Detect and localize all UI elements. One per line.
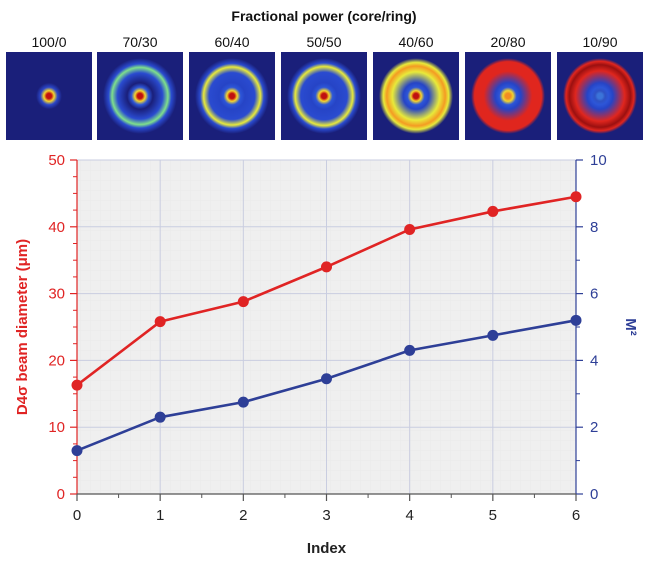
beam-intensity-disk [97, 52, 183, 140]
diameter-data-point [154, 316, 166, 328]
beam-profile-image [6, 52, 92, 140]
m2-data-point [321, 373, 332, 385]
beam-panel-title: Fractional power (core/ring) [231, 8, 417, 24]
right-tick-label: 0 [590, 486, 598, 503]
beam-profile-label: 40/60 [398, 34, 434, 50]
beam-profile-label: 20/80 [490, 34, 526, 50]
beam-profile-image [557, 52, 643, 140]
m2-data-point [487, 329, 499, 341]
left-tick-label: 30 [48, 286, 65, 303]
right-tick-label: 8 [590, 219, 598, 236]
x-tick-label: 1 [156, 507, 164, 524]
left-tick-label: 10 [48, 419, 65, 436]
x-tick-label: 6 [572, 507, 580, 524]
beam-profile-image [465, 52, 551, 140]
x-tick-label: 5 [489, 507, 497, 524]
m2-data-point [404, 344, 416, 356]
right-tick-label: 10 [590, 152, 607, 169]
beam-intensity-disk [373, 52, 459, 140]
beam-profile-image [281, 52, 367, 140]
diameter-data-point [71, 379, 83, 391]
x-tick-label: 4 [405, 507, 413, 524]
beam-intensity-disk [189, 52, 275, 140]
left-tick-label: 50 [48, 152, 65, 169]
beam-profile-image [97, 52, 183, 140]
m2-data-point [237, 396, 249, 408]
x-axis-label: Index [307, 540, 347, 557]
x-tick-label: 0 [73, 507, 81, 524]
beam-profile-label: 100/0 [31, 34, 67, 50]
m2-data-point [71, 445, 83, 457]
beam-intensity-disk [557, 52, 643, 140]
right-tick-label: 6 [590, 286, 598, 303]
diameter-data-point [404, 223, 416, 235]
x-tick-label: 3 [322, 507, 330, 524]
beam-intensity-disk [465, 52, 551, 140]
beam-intensity-disk [6, 52, 92, 140]
right-axis-label: M² [622, 318, 639, 336]
x-tick-label: 2 [239, 507, 247, 524]
beam-profile-label: 70/30 [122, 34, 158, 50]
diameter-data-point [570, 191, 582, 203]
diameter-data-point [237, 296, 249, 308]
right-tick-label: 4 [590, 352, 598, 369]
left-tick-label: 40 [48, 219, 65, 236]
beam-profile-label: 60/40 [214, 34, 250, 50]
beam-profile-image [373, 52, 459, 140]
left-tick-label: 0 [57, 486, 65, 503]
beam-profile-label: 50/50 [306, 34, 342, 50]
m2-data-point [570, 314, 582, 326]
m2-data-point [154, 411, 166, 423]
beam-profile-image [189, 52, 275, 140]
diameter-data-point [321, 261, 332, 273]
diameter-data-point [487, 205, 499, 217]
right-tick-label: 2 [590, 419, 598, 436]
left-axis-label: D4σ beam diameter (μm) [14, 239, 31, 415]
beam-intensity-disk [281, 52, 367, 140]
beam-profile-label: 10/90 [582, 34, 618, 50]
left-tick-label: 20 [48, 352, 65, 369]
